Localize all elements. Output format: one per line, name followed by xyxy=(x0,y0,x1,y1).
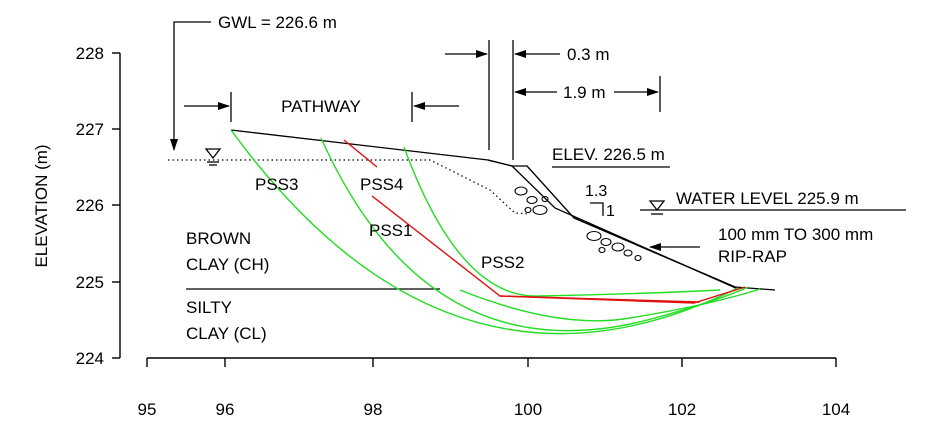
silty-clay-label-line2: CLAY (CL) xyxy=(186,324,267,343)
pathway-label: PATHWAY xyxy=(281,97,361,116)
pss1-label: PSS1 xyxy=(369,221,412,240)
silty-clay-label-line1: SILTY xyxy=(186,298,232,317)
water-level-label: WATER LEVEL 225.9 m xyxy=(676,189,859,208)
brown-clay-label-line1: BROWN xyxy=(186,229,251,248)
y-axis-label: ELEVATION (m) xyxy=(32,144,51,267)
riprap-label-line2: RIP-RAP xyxy=(718,247,787,266)
y-tick-227: 227 xyxy=(76,120,104,139)
gwl-label: GWL = 226.6 m xyxy=(218,13,337,32)
slip-surface-pss4-upper xyxy=(343,139,378,168)
y-tick-225: 225 xyxy=(76,273,104,292)
riprap-rocks xyxy=(514,186,642,262)
slip-surface-pss2 xyxy=(403,146,721,297)
x-tick-102: 102 xyxy=(668,400,696,419)
slope-ratio-vertical: 1.3 xyxy=(585,183,607,200)
slope-ratio-horizontal: 1 xyxy=(606,203,615,220)
groundwater-line xyxy=(168,159,531,215)
x-tick-95: 95 xyxy=(138,400,157,419)
x-ticks xyxy=(146,358,837,367)
gwl-triangle-symbol xyxy=(204,148,222,166)
crest-edge xyxy=(487,159,513,167)
pss2-label: PSS2 xyxy=(481,253,524,272)
x-tick-104: 104 xyxy=(822,400,850,419)
y-ticks xyxy=(112,52,120,359)
y-tick-226: 226 xyxy=(76,196,104,215)
dim-19-label: 1.9 m xyxy=(563,83,606,102)
elev-label: ELEV. 226.5 m xyxy=(552,145,665,164)
dim-03-label: 0.3 m xyxy=(567,45,610,64)
x-tick-98: 98 xyxy=(364,400,383,419)
riprap-inner-face xyxy=(511,165,739,290)
slip-surface-pss3 xyxy=(230,129,739,335)
slip-surface-lower xyxy=(459,288,761,322)
slip-surface-pss1 xyxy=(320,137,749,332)
y-tick-224: 224 xyxy=(76,349,104,368)
slip-surface-pss4-base xyxy=(499,295,701,303)
riprap-label-line1: 100 mm TO 300 mm xyxy=(718,225,873,244)
x-tick-96: 96 xyxy=(216,400,235,419)
riprap-outer-face xyxy=(526,165,736,288)
brown-clay-label-line2: CLAY (CH) xyxy=(186,255,269,274)
slip-surface-pss4-lower xyxy=(371,195,746,304)
y-tick-228: 228 xyxy=(76,44,104,63)
pss4-label: PSS4 xyxy=(360,175,403,194)
x-tick-100: 100 xyxy=(514,400,542,419)
gwl-leader-line xyxy=(170,21,211,151)
slope-ratio-symbol xyxy=(590,202,604,216)
pss3-label: PSS3 xyxy=(255,175,298,194)
water-level-triangle-symbol xyxy=(648,200,666,215)
